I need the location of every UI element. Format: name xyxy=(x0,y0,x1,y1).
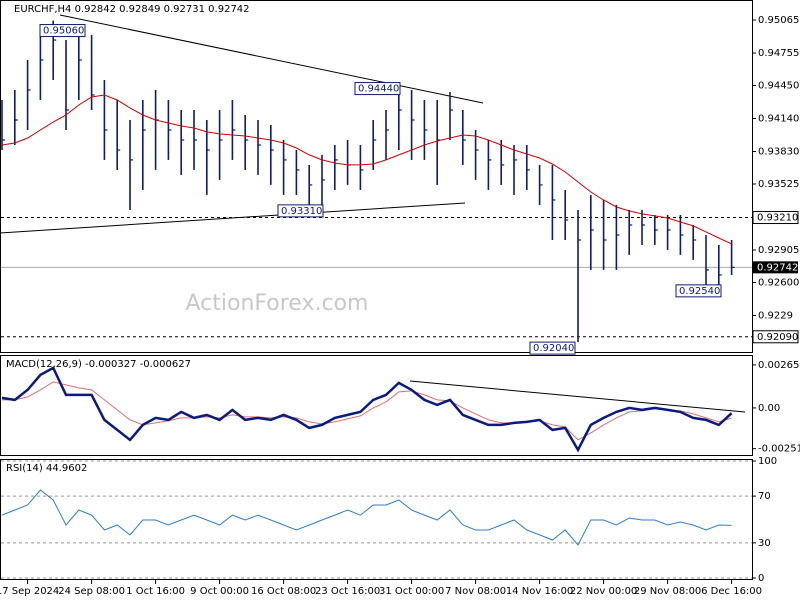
y-tick-label: 0 xyxy=(758,573,764,584)
annotation-label: 0.93310 xyxy=(281,206,322,217)
y-tick-label: 0.93830 xyxy=(758,147,799,158)
trend-line xyxy=(0,202,466,234)
chart-title: EURCHF,H4 0.92842 0.92849 0.92731 0.9274… xyxy=(14,4,250,15)
last-price-label: 0.92742 xyxy=(757,262,798,273)
trend-line xyxy=(409,380,746,413)
x-tick-label: 1 Oct 16:00 xyxy=(126,586,185,597)
x-tick-label: 24 Sep 08:00 xyxy=(58,586,125,597)
annotation-box xyxy=(39,24,86,38)
x-tick-label: 7 Nov 08:00 xyxy=(445,586,506,597)
level-label: 0.93210 xyxy=(757,213,798,224)
macd-panel xyxy=(0,355,753,456)
y-tick-label: 0.94140 xyxy=(758,114,799,125)
x-tick-label: 6 Dec 16:00 xyxy=(701,586,762,597)
last-price-box xyxy=(753,261,798,274)
rsi-panel xyxy=(0,459,753,580)
annotation-label: 0.95060 xyxy=(43,26,84,37)
watermark: ActionForex.com xyxy=(186,291,369,316)
y-tick-label: 0.00265 xyxy=(758,360,799,371)
moving-average xyxy=(1,94,732,245)
annotation-label: 0.92540 xyxy=(679,286,720,297)
y-tick-label: 0.93525 xyxy=(758,179,799,190)
annotation-box xyxy=(675,284,722,298)
x-tick-label: 22 Nov 00:00 xyxy=(570,586,637,597)
x-tick-label: 31 Oct 00:00 xyxy=(379,586,444,597)
x-tick-label: 9 Oct 00:00 xyxy=(190,586,249,597)
level-label: 0.92090 xyxy=(757,332,798,343)
y-tick-label: 0.94755 xyxy=(758,48,799,59)
y-tick-label: 0.95065 xyxy=(758,15,799,26)
annotation-box xyxy=(277,204,324,218)
y-tick-label: 0.9229 xyxy=(758,310,793,321)
level-box xyxy=(752,330,799,344)
rsi-line xyxy=(1,489,732,546)
x-tick-label: 16 Oct 08:00 xyxy=(251,586,316,597)
macd-line xyxy=(1,366,733,453)
annotation-label: 0.94440 xyxy=(358,84,399,95)
y-tick-label: 70 xyxy=(758,491,771,502)
y-tick-label: 100 xyxy=(758,456,777,467)
y-tick-label: 0.94450 xyxy=(758,80,799,91)
level-box xyxy=(752,211,799,225)
y-tick-label: 0.00 xyxy=(758,403,780,414)
x-tick-label: 23 Oct 16:00 xyxy=(315,586,380,597)
annotation-box xyxy=(529,341,576,355)
annotation-box xyxy=(354,82,401,96)
annotation-label: 0.92040 xyxy=(533,343,574,354)
chart-title: RSI(14) 44.9602 xyxy=(6,463,87,474)
y-tick-label: 0.92905 xyxy=(758,245,799,256)
x-tick-label: 17 Sep 2024 xyxy=(0,586,59,597)
x-tick-label: 29 Nov 08:00 xyxy=(634,586,701,597)
price-panel xyxy=(0,0,753,353)
x-tick-label: 14 Nov 16:00 xyxy=(506,586,573,597)
y-tick-label: 30 xyxy=(758,538,771,549)
signal-line xyxy=(2,381,732,441)
chart-title: MACD(12,26,9) -0.000327 -0.000627 xyxy=(6,359,191,370)
trend-line xyxy=(59,14,484,104)
y-tick-label: 0.92600 xyxy=(758,277,799,288)
